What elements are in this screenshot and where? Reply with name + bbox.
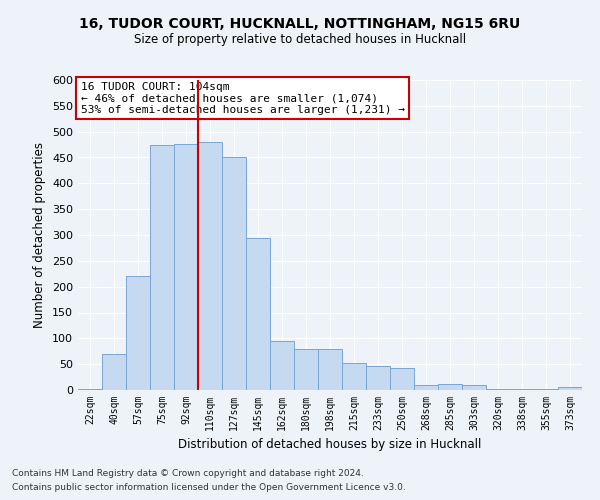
Text: 16 TUDOR COURT: 104sqm
← 46% of detached houses are smaller (1,074)
53% of semi-: 16 TUDOR COURT: 104sqm ← 46% of detached…	[80, 82, 404, 115]
Bar	[438, 384, 462, 390]
Bar	[150, 144, 174, 390]
Bar	[246, 238, 270, 390]
X-axis label: Distribution of detached houses by size in Hucknall: Distribution of detached houses by size …	[178, 438, 482, 452]
Bar	[126, 276, 150, 390]
Bar	[462, 385, 486, 390]
Bar	[318, 348, 342, 390]
Bar	[486, 389, 510, 390]
Y-axis label: Number of detached properties: Number of detached properties	[34, 142, 46, 328]
Text: 16, TUDOR COURT, HUCKNALL, NOTTINGHAM, NG15 6RU: 16, TUDOR COURT, HUCKNALL, NOTTINGHAM, N…	[79, 18, 521, 32]
Bar	[342, 362, 366, 390]
Bar	[366, 366, 390, 390]
Bar	[414, 385, 438, 390]
Text: Contains public sector information licensed under the Open Government Licence v3: Contains public sector information licen…	[12, 484, 406, 492]
Bar	[198, 142, 222, 390]
Bar	[174, 144, 198, 390]
Text: Size of property relative to detached houses in Hucknall: Size of property relative to detached ho…	[134, 32, 466, 46]
Bar	[102, 354, 126, 390]
Text: Contains HM Land Registry data © Crown copyright and database right 2024.: Contains HM Land Registry data © Crown c…	[12, 468, 364, 477]
Bar	[294, 348, 318, 390]
Bar	[222, 158, 246, 390]
Bar	[558, 388, 582, 390]
Bar	[270, 341, 294, 390]
Bar	[78, 389, 102, 390]
Bar	[390, 368, 414, 390]
